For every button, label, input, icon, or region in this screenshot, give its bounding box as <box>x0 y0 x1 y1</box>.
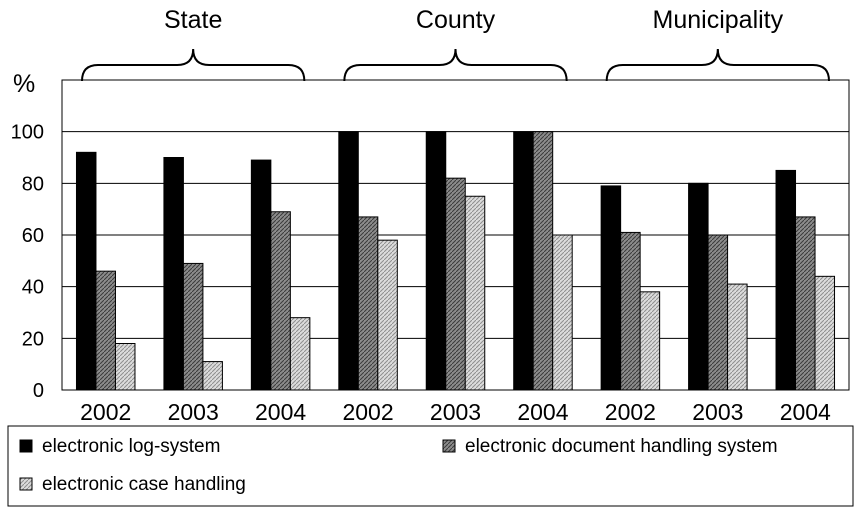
x-tick-label: 2004 <box>255 399 306 425</box>
bar <box>464 195 486 391</box>
bar <box>513 131 534 391</box>
bar <box>425 131 447 391</box>
bar <box>532 131 554 391</box>
bar <box>270 211 291 391</box>
bar <box>289 317 311 391</box>
bar <box>814 275 836 391</box>
x-tick-label: 2003 <box>168 399 219 425</box>
bar <box>338 131 359 391</box>
y-tick-label: 0 <box>33 380 44 402</box>
bar <box>445 177 466 391</box>
y-tick-label: 60 <box>22 225 44 247</box>
bar <box>795 216 816 391</box>
group-label: Municipality <box>653 6 784 34</box>
y-tick-label: 40 <box>22 277 44 299</box>
bar <box>163 157 184 391</box>
bar <box>620 231 641 391</box>
x-tick-label: 2004 <box>517 399 568 425</box>
bar <box>552 234 573 391</box>
bar <box>775 169 797 391</box>
legend-entry-label: electronic log-system <box>42 436 220 457</box>
group-label: State <box>164 6 222 34</box>
x-tick-label: 2002 <box>342 399 393 425</box>
y-tick-label: 20 <box>22 328 44 350</box>
bar <box>639 291 661 391</box>
bar <box>75 151 97 391</box>
group-brace <box>605 48 830 82</box>
bar <box>202 361 223 391</box>
legend-entry-label: electronic case handling <box>42 474 246 495</box>
bar <box>357 216 379 391</box>
group-brace <box>81 48 306 82</box>
bar <box>250 159 272 391</box>
x-tick-label: 2003 <box>692 399 743 425</box>
legend-swatch <box>19 439 33 453</box>
legend-box <box>7 425 854 507</box>
bar <box>114 343 136 391</box>
x-tick-label: 2002 <box>80 399 131 425</box>
bar <box>95 270 116 391</box>
group-label: County <box>416 6 496 34</box>
bar <box>688 182 709 391</box>
x-tick-label: 2004 <box>780 399 831 425</box>
y-tick-label: 100 <box>11 122 44 144</box>
legend-entry-label: electronic document handling system <box>465 436 778 457</box>
group-brace <box>343 48 568 82</box>
bar <box>182 262 204 391</box>
x-tick-label: 2003 <box>430 399 481 425</box>
bar <box>600 185 622 391</box>
y-axis-unit-label: % <box>13 70 35 98</box>
bar <box>727 283 748 391</box>
bar <box>707 234 729 391</box>
legend-swatch <box>19 477 33 491</box>
legend-swatch <box>442 439 456 453</box>
y-tick-label: 80 <box>22 173 44 195</box>
x-tick-label: 2002 <box>605 399 656 425</box>
bar <box>377 239 398 391</box>
